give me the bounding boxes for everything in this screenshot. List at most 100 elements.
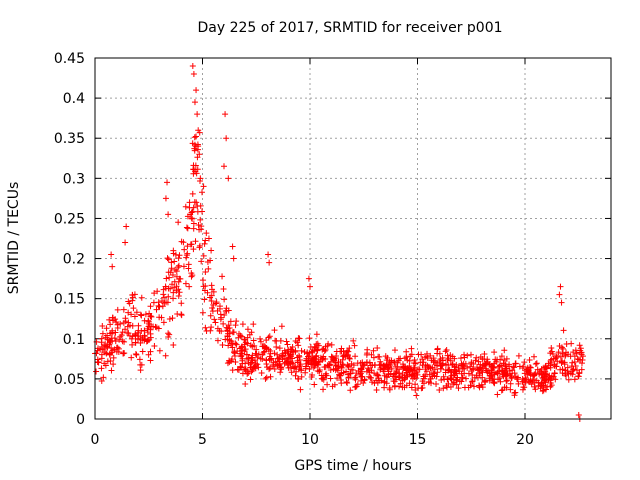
data-point	[176, 275, 183, 282]
data-point	[263, 357, 270, 364]
data-point	[106, 316, 113, 323]
data-point	[235, 334, 242, 341]
data-point	[229, 329, 236, 336]
data-point	[287, 361, 294, 368]
data-point	[120, 319, 127, 326]
data-point	[303, 363, 309, 370]
data-point	[562, 351, 569, 358]
data-point	[401, 355, 408, 362]
data-point	[168, 265, 175, 272]
data-point	[198, 258, 205, 265]
data-point	[557, 353, 564, 360]
data-point	[190, 166, 197, 173]
data-point	[427, 365, 434, 372]
data-point	[468, 378, 475, 385]
data-point	[430, 370, 437, 377]
data-point	[383, 380, 390, 387]
data-point	[576, 370, 583, 377]
data-point	[353, 370, 360, 377]
data-point	[103, 350, 110, 357]
data-point	[436, 386, 443, 393]
data-point	[480, 363, 487, 370]
data-point	[94, 358, 101, 365]
data-point	[375, 375, 382, 382]
data-point	[187, 241, 194, 248]
data-point	[147, 348, 154, 355]
data-point	[526, 357, 533, 364]
data-point	[259, 351, 266, 358]
data-point	[253, 351, 260, 358]
data-point	[559, 366, 566, 373]
data-point	[409, 375, 416, 382]
data-point	[107, 351, 114, 358]
data-point	[345, 363, 352, 370]
data-point	[447, 375, 454, 382]
data-point	[161, 300, 168, 307]
data-point	[195, 127, 202, 134]
data-point	[574, 367, 581, 374]
data-point	[531, 379, 538, 386]
data-point	[501, 347, 508, 354]
data-point	[478, 367, 485, 374]
data-point	[125, 330, 132, 337]
data-point	[224, 360, 231, 367]
data-point	[220, 320, 227, 327]
data-point	[265, 334, 272, 341]
data-point	[223, 135, 230, 142]
data-point	[412, 381, 419, 388]
data-point	[222, 111, 229, 118]
data-point	[173, 268, 180, 275]
data-point	[308, 361, 315, 368]
data-point	[95, 345, 102, 352]
data-point	[127, 322, 134, 329]
data-point	[339, 356, 346, 363]
data-point	[141, 333, 148, 340]
data-point	[183, 252, 190, 259]
data-point	[197, 216, 204, 223]
data-point	[234, 366, 241, 373]
data-point	[201, 296, 208, 303]
data-point	[186, 283, 193, 290]
data-point	[515, 380, 522, 387]
data-point	[200, 277, 207, 284]
data-point	[552, 355, 559, 362]
data-point	[122, 239, 129, 246]
x-tick-label: 5	[198, 432, 207, 448]
data-point	[437, 356, 444, 363]
data-point	[507, 386, 514, 393]
data-point	[306, 335, 313, 342]
data-point	[523, 367, 530, 374]
x-tick-label: 10	[301, 432, 319, 448]
data-point	[221, 296, 228, 303]
data-point	[532, 361, 539, 368]
data-point	[344, 380, 351, 386]
data-point	[386, 386, 393, 393]
data-point	[307, 283, 313, 290]
data-point	[461, 384, 468, 391]
data-point	[395, 357, 402, 364]
data-point	[191, 199, 198, 206]
data-point	[128, 354, 135, 361]
data-point	[193, 87, 200, 94]
data-point	[494, 356, 501, 363]
data-point	[543, 365, 550, 372]
data-point	[251, 357, 258, 364]
data-point	[142, 311, 149, 318]
data-point	[175, 292, 182, 299]
data-point	[170, 295, 177, 302]
y-tick-label: 0.05	[54, 372, 85, 388]
data-point	[93, 368, 100, 375]
data-point	[145, 323, 152, 330]
data-point	[467, 382, 474, 389]
data-point	[494, 391, 501, 398]
data-point	[151, 290, 158, 297]
data-point	[527, 370, 534, 377]
data-point	[320, 353, 327, 360]
data-point	[453, 377, 460, 384]
data-point	[188, 215, 195, 222]
data-point	[193, 143, 200, 150]
data-point	[218, 328, 225, 335]
y-tick-label: 0.3	[63, 171, 85, 187]
data-point	[396, 366, 403, 373]
data-point	[424, 362, 431, 369]
